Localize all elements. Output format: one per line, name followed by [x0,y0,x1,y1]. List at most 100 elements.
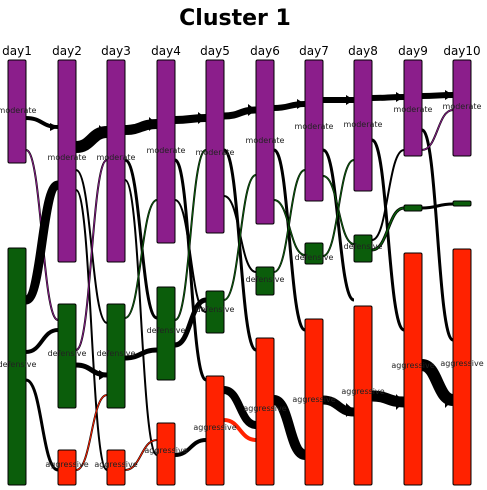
node-label: aggressive [391,361,434,370]
flow-arrowhead [445,392,453,408]
node-moderate-day5 [205,59,225,234]
flow-link-inner [371,207,405,251]
node-label: aggressive [144,446,187,455]
flow-link [223,386,257,429]
node-labels: moderate defensive moderate defensive aggres… [0,102,484,469]
flow-link [223,418,257,442]
node-label: defensive [344,242,383,251]
node-label: aggressive [94,460,137,469]
node-label: moderate [97,153,136,162]
node-moderate-day9 [403,59,423,157]
day-label: day3 [101,44,131,58]
flow-link [421,202,454,210]
flow-link-inner [75,394,108,471]
node-label: moderate [196,148,235,157]
flow-link [23,180,61,305]
flow-link [124,347,158,361]
flow-arrowhead [198,112,206,124]
node-label: moderate [147,146,186,155]
flow-link [370,138,406,332]
node-defensive-day5 [205,290,225,334]
flow-link [174,199,207,313]
flow-link [75,189,108,471]
flow-arrowhead [50,123,58,131]
flow-arrowhead [297,443,305,457]
chart-title: Cluster 1 [179,6,291,31]
flow-link-inner [322,159,355,257]
node-label: moderate [295,122,334,131]
day-label: day6 [250,44,280,58]
node-label: moderate [344,120,383,129]
node-aggressive-day2 [57,449,77,486]
node-label: aggressive [45,460,88,469]
node-label: moderate [443,102,482,111]
node-defensive-day3 [106,303,126,409]
node-moderate-day4 [156,59,176,244]
node-defensive-day10 [452,200,472,207]
day-label: day4 [151,44,181,58]
flow-link-inner [421,109,454,151]
node-aggressive-day10 [452,248,472,486]
flow-link [272,148,307,332]
node-label: moderate [0,106,37,115]
flow-arrowhead [346,403,354,417]
flow-arrowhead [149,117,157,131]
day-labels: day1 day2 day3 day4 day5 day6 day7 day8 day9 day1… [2,44,481,58]
node-label: moderate [246,136,285,145]
node-moderate-day6 [255,59,275,225]
flow-link [25,328,59,354]
day-label: day9 [398,44,428,58]
flow-link-inner [75,159,108,351]
flow-link [371,149,405,241]
flow-arrowhead [99,370,107,380]
node-moderate-day2 [57,59,77,263]
flow-link-inner [174,149,207,321]
node-label: defensive [246,275,285,284]
node-label: defensive [97,349,136,358]
flow-link [174,438,207,457]
node-label: defensive [48,349,87,358]
day-label: day10 [443,44,480,58]
day-label: day8 [348,44,378,58]
node-aggressive-day8 [353,305,373,486]
node-label: defensive [0,360,37,369]
node-label: moderate [394,105,433,114]
node-moderate-day1 [7,59,27,164]
node-aggressive-day6 [255,337,275,486]
node-label: defensive [196,305,235,314]
flow-link [222,148,258,352]
node-defensive-day1 [7,247,27,486]
node-defensive-day7 [304,242,324,265]
node-aggressive-day3 [106,449,126,486]
flow-link [124,158,158,320]
day-label: day7 [299,44,329,58]
flow-arrowhead [99,125,107,139]
flow-link-inner [124,439,158,471]
flow-arrowhead [297,99,305,109]
day-label: day2 [52,44,82,58]
flow-link [420,128,455,342]
node-label: aggressive [440,359,483,368]
node-moderate-day10 [452,59,472,157]
node-label: aggressive [193,423,236,432]
flow-link-inner [124,199,158,319]
flow-arrowhead [396,92,404,102]
node-aggressive-day9 [403,252,423,486]
node-aggressive-day7 [304,318,324,486]
flow-link [322,148,355,302]
node-moderate-day7 [304,59,324,202]
flow-link [124,179,158,456]
node-label: defensive [147,326,186,335]
node-moderate-day8 [353,59,373,192]
node-label: aggressive [243,404,286,413]
flow-link [420,359,455,406]
node-moderate-day3 [106,59,126,263]
node-label: moderate [48,153,87,162]
day-label: day1 [2,44,32,58]
flow-arrowhead [445,90,453,100]
node-label: defensive [295,253,334,262]
node-aggressive-day5 [205,375,225,486]
day-label: day5 [200,44,230,58]
flow-arrowhead [396,394,404,410]
